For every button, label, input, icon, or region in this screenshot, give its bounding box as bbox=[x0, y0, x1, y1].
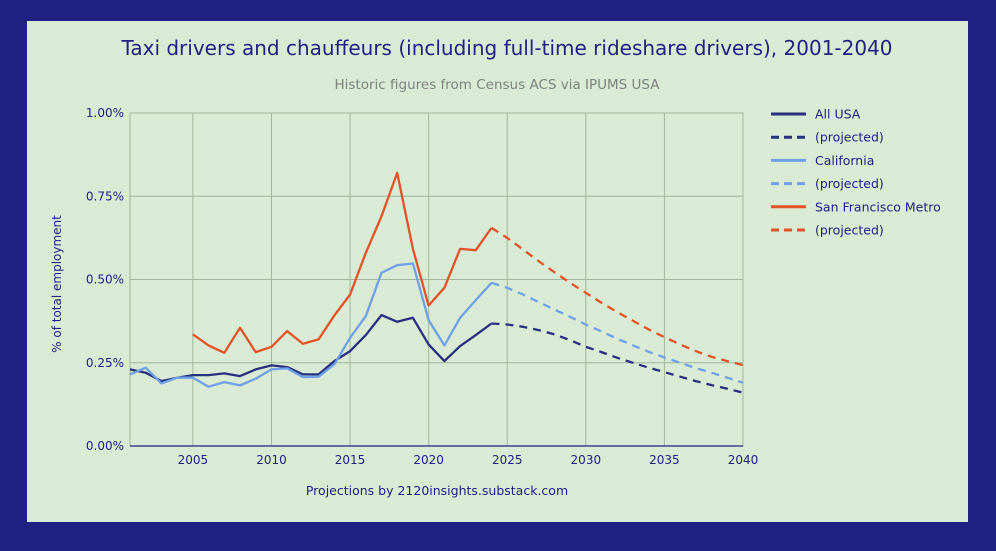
projection-footnote: Projections by 2120insights.substack.com bbox=[306, 483, 568, 498]
legend-label: California bbox=[815, 153, 874, 168]
y-tick-label: 1.00% bbox=[86, 106, 124, 120]
series-line-2 bbox=[129, 262, 493, 388]
chart-panel bbox=[27, 21, 968, 522]
x-tick-label: 2030 bbox=[571, 453, 602, 467]
legend-label: All USA bbox=[815, 107, 861, 122]
y-tick-label: 0.50% bbox=[86, 273, 124, 287]
y-axis-label: % of total employment bbox=[50, 215, 64, 353]
x-tick-label: 2020 bbox=[413, 453, 444, 467]
series-line-5 bbox=[490, 226, 744, 367]
chart-subtitle: Historic figures from Census ACS via IPU… bbox=[335, 77, 661, 93]
x-tick-label: 2035 bbox=[649, 453, 680, 467]
series-line-3 bbox=[491, 281, 744, 384]
x-tick-label: 2005 bbox=[178, 453, 209, 467]
legend-label: (projected) bbox=[815, 176, 884, 191]
series-line-4 bbox=[192, 171, 493, 354]
chart-title: Taxi drivers and chauffeurs (including f… bbox=[120, 36, 892, 60]
x-tick-label: 2010 bbox=[256, 453, 287, 467]
legend-label: San Francisco Metro bbox=[815, 199, 941, 214]
legend-label: (projected) bbox=[815, 223, 884, 238]
series-line-1 bbox=[491, 322, 744, 394]
y-tick-label: 0.00% bbox=[86, 439, 124, 453]
series-line-0 bbox=[129, 313, 493, 383]
y-tick-label: 0.75% bbox=[86, 189, 124, 203]
legend: All USA (projected) California (projected) S… bbox=[771, 107, 941, 238]
x-tick-label: 2015 bbox=[335, 453, 366, 467]
x-tick-label: 2025 bbox=[492, 453, 523, 467]
x-tick-label: 2040 bbox=[728, 453, 759, 467]
y-tick-label: 0.25% bbox=[86, 356, 124, 370]
legend-label: (projected) bbox=[815, 130, 884, 145]
plot-area: 0.00% 0.25% 0.50% 0.75% 1.00% 2005 2010 2015 202… bbox=[86, 106, 758, 467]
